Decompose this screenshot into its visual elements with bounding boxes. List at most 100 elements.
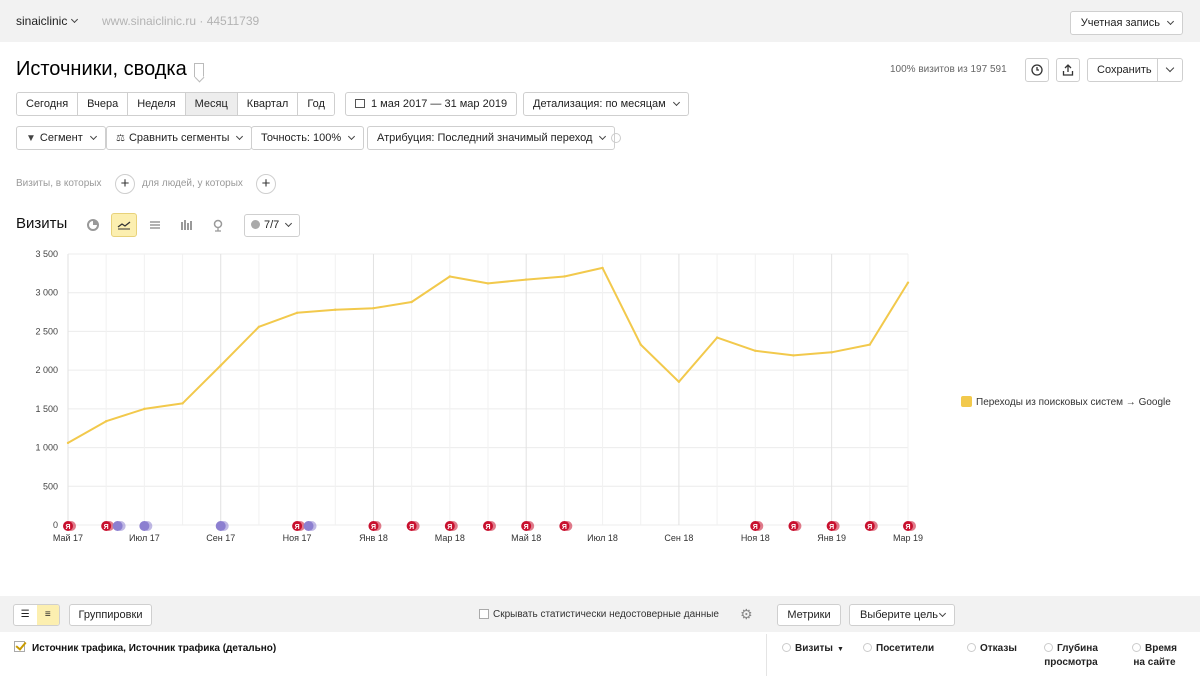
tab-today[interactable]: Сегодня bbox=[17, 93, 79, 115]
column-toggle[interactable] bbox=[1132, 643, 1141, 652]
data-point bbox=[143, 407, 146, 411]
attribution-select[interactable]: Атрибуция: Последний значимый переход bbox=[367, 126, 616, 150]
account-label: Учетная запись bbox=[1080, 17, 1160, 29]
info-icon[interactable] bbox=[611, 133, 621, 143]
column-label: Визиты bbox=[795, 643, 833, 654]
chevron-down-icon bbox=[672, 98, 680, 107]
people-condition-label: для людей, у которых bbox=[142, 178, 243, 189]
x-tick-label: Янв 18 bbox=[359, 533, 388, 543]
column-toggle[interactable] bbox=[967, 643, 976, 652]
pie-chart-icon[interactable] bbox=[80, 213, 106, 237]
save-button[interactable]: Сохранить bbox=[1087, 58, 1183, 82]
column-time-on-site[interactable]: Время на сайте bbox=[1132, 642, 1177, 670]
add-visit-condition-button[interactable]: + bbox=[115, 174, 135, 194]
visits-condition-label: Визиты, в которых bbox=[16, 178, 102, 189]
save-label: Сохранить bbox=[1097, 64, 1152, 76]
metrics-button[interactable]: Метрики bbox=[777, 604, 841, 626]
compare-segments-button[interactable]: ⚖ Сравнить сегменты bbox=[106, 126, 253, 150]
column-label: Отказы bbox=[980, 643, 1017, 654]
y-tick-label: 3 000 bbox=[35, 288, 58, 298]
data-point bbox=[104, 420, 108, 423]
clock-icon bbox=[1031, 64, 1043, 76]
note-marker bbox=[112, 521, 123, 531]
account-button[interactable]: Учетная запись bbox=[1069, 11, 1183, 35]
note-marker-label: Я bbox=[867, 524, 872, 531]
y-tick-label: 0 bbox=[53, 520, 58, 530]
hide-unreliable-checkbox[interactable] bbox=[479, 609, 489, 619]
data-point bbox=[295, 311, 299, 315]
sort-desc-icon: ▼ bbox=[836, 646, 844, 653]
compare-icon: ⚖ bbox=[116, 133, 125, 144]
accuracy-select[interactable]: Точность: 100% bbox=[251, 126, 365, 150]
compare-label: Сравнить сегменты bbox=[128, 132, 230, 144]
export-button[interactable] bbox=[1056, 58, 1080, 82]
chart-title: Визиты bbox=[16, 215, 68, 232]
column-bounces[interactable]: Отказы bbox=[967, 642, 1017, 656]
column-toggle[interactable] bbox=[863, 643, 872, 652]
column-label: просмотра bbox=[1044, 657, 1098, 668]
choose-goal-button[interactable]: Выберите цель bbox=[849, 604, 955, 626]
tab-quarter[interactable]: Квартал bbox=[237, 93, 299, 115]
tab-month[interactable]: Месяц bbox=[185, 93, 238, 115]
tree-view-icon[interactable]: ≡ bbox=[36, 605, 59, 625]
map-pin-icon[interactable] bbox=[205, 213, 231, 237]
period-tabs: Сегодня Вчера Неделя Месяц Квартал Год bbox=[16, 92, 335, 116]
tab-week[interactable]: Неделя bbox=[128, 93, 186, 115]
data-point bbox=[868, 343, 872, 346]
site-selector[interactable]: sinaiclinic bbox=[16, 14, 79, 28]
x-tick-label: Янв 19 bbox=[817, 533, 846, 543]
groupings-button[interactable]: Группировки bbox=[69, 604, 152, 626]
segment-button[interactable]: ▼ Сегмент bbox=[16, 126, 106, 150]
note-marker-label: Я bbox=[829, 524, 834, 531]
column-toggle[interactable] bbox=[1044, 643, 1053, 652]
chart-legend[interactable]: Переходы из поисковых систем → Google bbox=[961, 394, 1171, 408]
note-marker-label: Я bbox=[104, 524, 109, 531]
column-visitors[interactable]: Посетители bbox=[863, 642, 934, 656]
note-marker bbox=[864, 521, 875, 531]
tab-yesterday[interactable]: Вчера bbox=[78, 93, 129, 115]
column-depth[interactable]: Глубина просмотра bbox=[1044, 642, 1098, 670]
data-point bbox=[448, 275, 452, 278]
dimensions-checkbox[interactable] bbox=[14, 641, 25, 652]
x-tick-label: Мар 19 bbox=[893, 533, 923, 543]
choose-goal-label: Выберите цель bbox=[860, 609, 938, 621]
bar-chart-icon[interactable] bbox=[173, 213, 199, 237]
note-marker bbox=[303, 521, 314, 531]
note-marker-label: Я bbox=[753, 524, 758, 531]
note-marker-label: Я bbox=[295, 524, 300, 531]
x-tick-label: Июл 17 bbox=[129, 533, 160, 543]
segment-label: Сегмент bbox=[39, 132, 83, 144]
table-view-toggle: ☰ ≡ bbox=[13, 604, 60, 626]
detail-select[interactable]: Детализация: по месяцам bbox=[523, 92, 689, 116]
note-marker bbox=[444, 521, 455, 531]
note-marker-label: Я bbox=[905, 524, 910, 531]
data-point bbox=[601, 266, 604, 270]
bookmark-icon[interactable] bbox=[194, 63, 204, 77]
line-chart-icon[interactable] bbox=[111, 213, 137, 237]
notes-filter-button[interactable]: 7/7 bbox=[244, 214, 300, 237]
note-marker-label: Я bbox=[371, 524, 376, 531]
data-point bbox=[66, 441, 70, 445]
date-range-label: 1 мая 2017 — 31 мар 2019 bbox=[371, 98, 508, 110]
site-url: www.sinaiclinic.ru · 44511739 bbox=[102, 14, 260, 28]
note-marker bbox=[750, 521, 761, 531]
list-view-icon[interactable]: ☰ bbox=[20, 609, 30, 620]
data-point bbox=[906, 281, 910, 284]
chevron-down-icon bbox=[236, 132, 244, 141]
tab-year[interactable]: Год bbox=[298, 93, 334, 115]
column-visits[interactable]: Визиты ▼ bbox=[782, 642, 844, 657]
legend-label: Переходы из поисковых систем → Google bbox=[976, 397, 1171, 408]
save-options-button[interactable] bbox=[1157, 59, 1182, 81]
chevron-down-icon bbox=[1166, 17, 1175, 26]
column-toggle[interactable] bbox=[782, 643, 791, 652]
note-marker-label: Я bbox=[524, 524, 529, 531]
area-chart-icon[interactable] bbox=[142, 213, 168, 237]
note-marker bbox=[788, 521, 799, 531]
add-people-condition-button[interactable]: + bbox=[256, 174, 276, 194]
history-button[interactable] bbox=[1025, 58, 1049, 82]
data-point bbox=[677, 380, 681, 383]
gear-icon[interactable]: ⚙ bbox=[740, 606, 753, 622]
date-range-picker[interactable]: 1 мая 2017 — 31 мар 2019 bbox=[345, 92, 518, 116]
legend-swatch bbox=[961, 396, 972, 407]
note-marker bbox=[368, 521, 379, 531]
